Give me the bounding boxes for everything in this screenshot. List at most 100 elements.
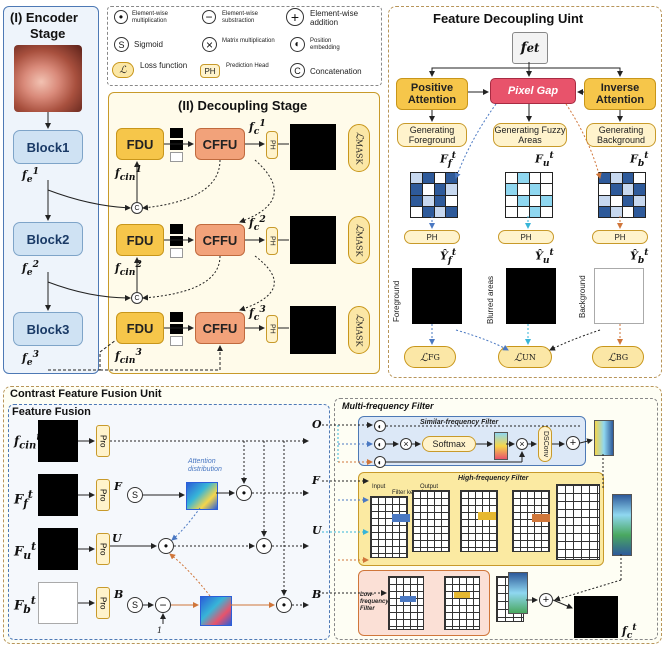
- pro-f: Pro: [96, 479, 110, 511]
- fdu-ph-fg: PH: [404, 230, 460, 244]
- filter-kernel-lbl: Filter kernel: [392, 490, 424, 496]
- high-out-tensor: [612, 494, 632, 556]
- mask-loss-2: ℒ MASK: [348, 216, 370, 264]
- mini-mask-1a: [170, 128, 183, 138]
- matmul-1: ×: [400, 438, 412, 450]
- grid-foreground: [410, 172, 458, 218]
- fc-label-3: fc3: [249, 304, 266, 323]
- mult-node-b: •: [276, 597, 292, 613]
- feature-fusion-title: Feature Fusion: [12, 406, 91, 418]
- mini-mask-3b: [170, 324, 183, 334]
- attention-map-f: [186, 482, 218, 510]
- final-fc: fct: [622, 622, 637, 641]
- legend-sigmoid: Sigmoid: [134, 40, 163, 49]
- legend-ph: Prediction Head: [226, 63, 269, 69]
- cffu-unit-title: Contrast Feature Fusion Unit: [10, 388, 162, 400]
- attention-distribution-label: Attention distribution: [188, 458, 222, 473]
- block1: Block1: [13, 130, 83, 164]
- branch-u-label: U: [112, 532, 122, 545]
- mini-mask-1b: [170, 140, 183, 150]
- cffu-mask-f: [38, 474, 78, 516]
- mask-output-3: [290, 306, 336, 354]
- high-grid-5: [556, 484, 600, 560]
- cffu-mask-cin: [38, 420, 78, 462]
- high-kernel-2: [478, 512, 496, 520]
- pos-embed-1: ◐: [374, 420, 386, 432]
- fc-label-1: fc1: [249, 118, 266, 137]
- mini-mask-3a: [170, 312, 183, 322]
- fdu-ph-un: PH: [498, 230, 554, 244]
- elem-mult-icon: •: [114, 10, 128, 24]
- elem-add-icon: +: [286, 8, 304, 26]
- legend-concat: Concatenation: [310, 67, 362, 76]
- input-lbl: Input: [372, 484, 386, 490]
- ph-1: PH: [266, 131, 278, 159]
- decoupling-stage-title: (II) Decoupling Stage: [178, 98, 308, 113]
- mini-mask-2b: [170, 236, 183, 246]
- branch-b-label: B: [114, 588, 124, 601]
- cffu-2: CFFU: [195, 224, 245, 256]
- mask-loss-3: ℒ MASK: [348, 306, 370, 354]
- cin-label-1: fcin1: [115, 164, 142, 183]
- legend-loss: Loss function: [140, 61, 188, 70]
- ph-legend-icon: PH: [200, 64, 220, 78]
- cin-label-2: fcin2: [115, 259, 142, 278]
- matrix-mult-icon: ×: [202, 37, 217, 52]
- pro-b: Pro: [96, 587, 110, 619]
- pro-u: Pro: [96, 533, 110, 565]
- subtract-node: −: [155, 597, 171, 613]
- one-label: 1: [157, 626, 163, 635]
- pixel-gap: Pixel Gap: [490, 78, 576, 104]
- mini-mask-2a: [170, 224, 183, 234]
- concat-icon: C: [290, 63, 305, 78]
- high-grid-3: [460, 490, 498, 552]
- low-grid-1: [388, 576, 424, 630]
- positive-attention: Positive Attention: [396, 78, 468, 110]
- legend-elem-sub: Element-wise substraction: [222, 11, 259, 24]
- add-node-1: +: [566, 436, 580, 450]
- cffu-1: CFFU: [195, 128, 245, 160]
- similar-tensor: [494, 432, 508, 460]
- loss-un: ℒ UN: [498, 346, 552, 368]
- feature-fe3: fe3: [22, 349, 39, 368]
- block2: Block2: [13, 222, 83, 256]
- legend-panel: [107, 6, 382, 86]
- input-fu: Fut: [14, 540, 37, 562]
- low-grid-2: [444, 576, 480, 630]
- cffu-3: CFFU: [195, 312, 245, 344]
- pos-embed-3: ◐: [374, 456, 386, 468]
- input-fb: Fbt: [14, 594, 36, 616]
- mask-output-1: [290, 124, 336, 170]
- matmul-2: ×: [516, 438, 528, 450]
- out-u: U: [312, 524, 322, 537]
- high-kernel-3: [532, 514, 550, 522]
- fdu-3: FDU: [116, 312, 164, 344]
- similar-out-tensor: [594, 420, 614, 456]
- feat-fb: Fbt: [630, 150, 649, 169]
- gen-foreground: Generating Foreground: [397, 123, 467, 147]
- low-filter-title: Low-frequency Filter: [360, 592, 389, 612]
- attention-map-b: [200, 596, 232, 626]
- mini-mask-3c: [170, 336, 183, 346]
- high-filter-title: High-frequency Filter: [458, 475, 529, 482]
- cffu-mask-b: [38, 582, 78, 624]
- loss-legend-icon: ℒ: [112, 62, 134, 78]
- grid-fuzzy: [505, 172, 553, 218]
- blurred-mask: [506, 268, 556, 324]
- gen-fuzzy: Generating Fuzzy Areas: [493, 123, 567, 147]
- feat-fu: Fut: [535, 150, 554, 169]
- final-output-mask: [574, 596, 618, 638]
- similar-filter-title: Similar-frequency Filter: [420, 419, 499, 426]
- branch-f-label: F: [114, 480, 122, 493]
- pro-cin: Pro: [96, 425, 110, 457]
- fdu-1: FDU: [116, 128, 164, 160]
- yu-label: Ŷut: [535, 247, 554, 266]
- pos-embed-2: ◐: [374, 438, 386, 450]
- high-grid-1: [370, 496, 408, 558]
- out-o: O: [312, 418, 322, 431]
- yb-label: Ŷbt: [630, 247, 649, 266]
- foreground-mask: [412, 268, 462, 324]
- mult-node-u1: •: [158, 538, 174, 554]
- gen-background: Generating Background: [586, 123, 656, 147]
